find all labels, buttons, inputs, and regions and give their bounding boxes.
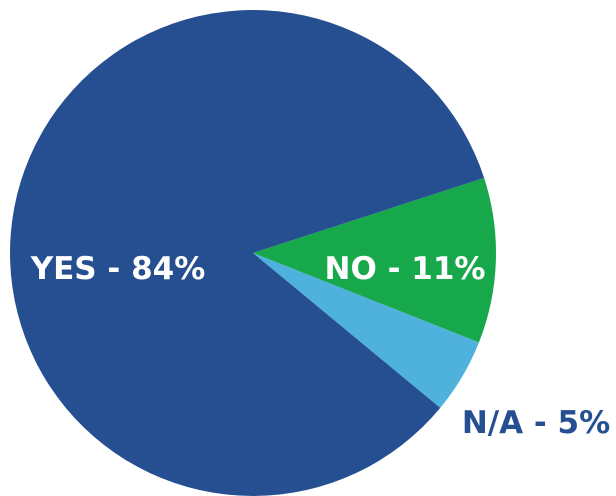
pie-slice-no (253, 177, 496, 343)
pie-labels: YES - 84% NO - 11% N/A - 5% (30, 251, 610, 441)
pie-slice-na (253, 253, 479, 408)
pie-slice-yes (9, 9, 485, 496)
pie-slices (9, 9, 496, 496)
slice-label-yes: YES - 84% (30, 251, 206, 287)
slice-label-na: N/A - 5% (462, 405, 610, 441)
slice-label-no: NO - 11% (325, 251, 486, 287)
